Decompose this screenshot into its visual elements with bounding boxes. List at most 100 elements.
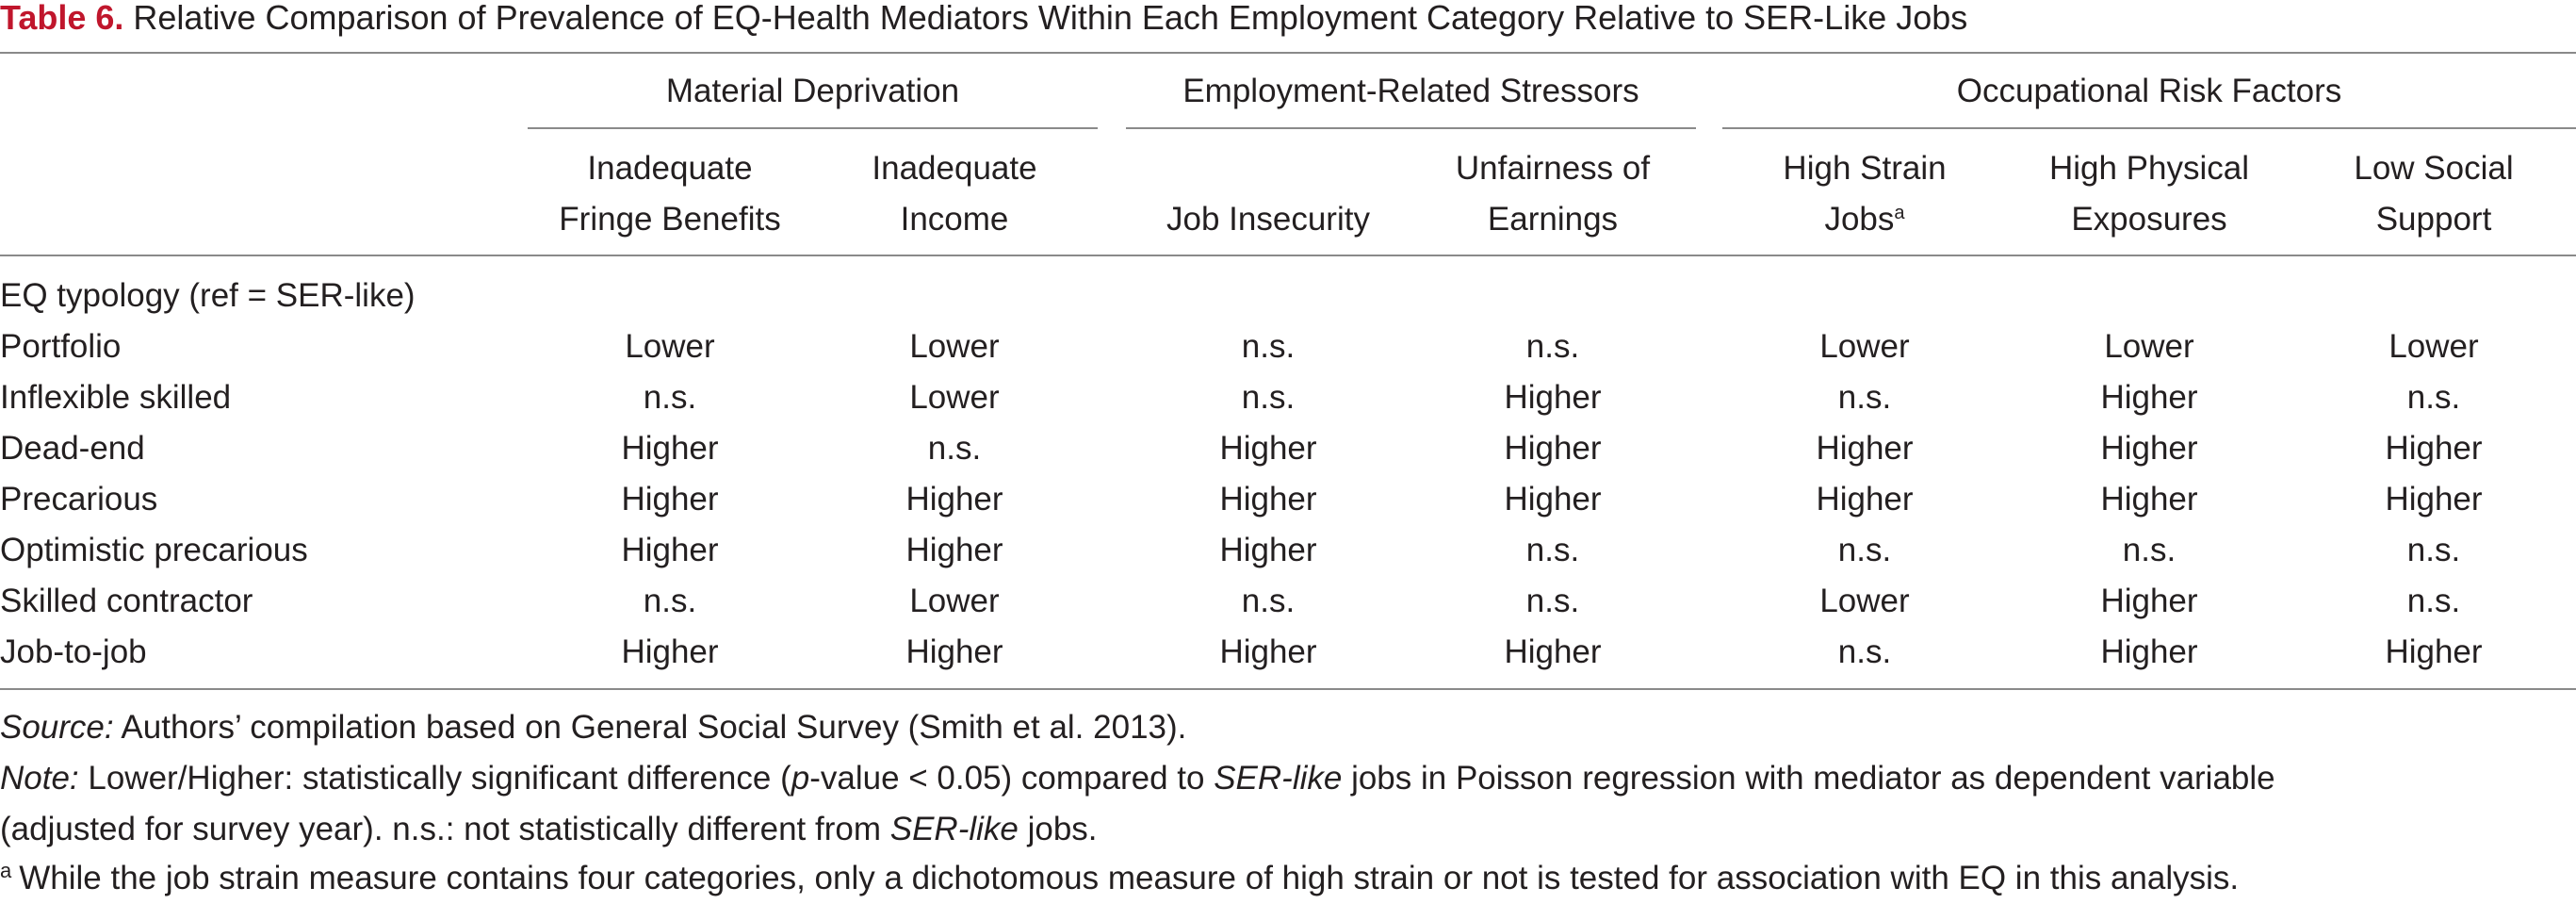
note-ser-like: SER-like — [1214, 760, 1343, 797]
table-caption: Table 6. Relative Comparison of Prevalen… — [0, 0, 2576, 36]
table-cell: Higher — [1219, 532, 1317, 568]
note-text: jobs. — [1018, 811, 1098, 847]
bottom-rule — [0, 688, 2576, 690]
column-header-line1: Unfairness of — [1455, 150, 1651, 187]
table-cell: Higher — [1219, 430, 1317, 467]
table-cell: n.s. — [2406, 583, 2461, 619]
row-label: Optimistic precarious — [0, 532, 308, 568]
table-cell: Higher — [621, 481, 719, 518]
table-cell: n.s. — [1525, 583, 1580, 619]
group-header-material-deprivation: Material Deprivation — [665, 73, 960, 109]
table-cell: n.s. — [1837, 379, 1892, 416]
column-header-line1: High Physical — [2048, 150, 2250, 187]
column-header-line2: Earnings — [1487, 201, 1619, 238]
table-cell: n.s. — [2406, 532, 2461, 568]
note-text: jobs in Poisson regression with mediator… — [1342, 760, 2275, 797]
table-cell: n.s. — [1837, 532, 1892, 568]
group-rule-material — [528, 127, 1098, 129]
note-text: Lower/Higher: statistically significant … — [78, 760, 791, 797]
column-header-line1 — [1126, 143, 1410, 194]
row-label: Precarious — [0, 481, 158, 518]
note-line-2: (adjusted for survey year). n.s.: not st… — [0, 804, 1098, 855]
top-rule — [0, 52, 2576, 54]
table-cell: Higher — [905, 481, 1003, 518]
note-ser-like: SER-like — [889, 811, 1019, 847]
header-rule — [0, 255, 2576, 256]
table-cell: Higher — [2100, 583, 2198, 619]
note-text: -value < 0.05) compared to — [809, 760, 1215, 797]
row-label: Skilled contractor — [0, 583, 253, 619]
column-header-line1: Inadequate — [872, 150, 1037, 187]
table-cell: Lower — [1819, 583, 1910, 619]
table-cell: n.s. — [2406, 379, 2461, 416]
table-cell: n.s. — [2122, 532, 2177, 568]
table-cell: Lower — [909, 583, 1000, 619]
column-header-unfairness-earnings: Unfairness of Earnings — [1410, 143, 1695, 245]
table-cell: Higher — [1816, 481, 1914, 518]
table-cell: Higher — [621, 532, 719, 568]
table-cell: n.s. — [1241, 328, 1296, 365]
table-cell: n.s. — [1241, 583, 1296, 619]
column-header-line2-text: Jobs — [1824, 201, 1895, 238]
table-cell: Higher — [1504, 633, 1602, 670]
column-header-line2: Job Insecurity — [1166, 201, 1370, 238]
table-cell: Higher — [2385, 481, 2483, 518]
table-cell: Lower — [1819, 328, 1910, 365]
table-cell: Higher — [2100, 633, 2198, 670]
column-header-line2: Income — [900, 201, 1009, 238]
column-header-high-strain: High Strain Jobsa — [1722, 143, 2007, 245]
table-cell: n.s. — [643, 379, 697, 416]
table-cell: Higher — [1504, 379, 1602, 416]
table-label: Table 6. — [0, 0, 124, 37]
table-cell: n.s. — [1241, 379, 1296, 416]
table-cell: Lower — [909, 379, 1000, 416]
table-cell: Higher — [905, 633, 1003, 670]
table-cell: n.s. — [1837, 633, 1892, 670]
note-label: Note: — [0, 760, 79, 797]
column-header-line1: Low Social — [2354, 150, 2514, 187]
row-label: Job-to-job — [0, 633, 147, 670]
table-cell: Higher — [2100, 379, 2198, 416]
table-cell: Higher — [621, 430, 719, 467]
column-header-line2: Jobsa — [1722, 194, 2007, 245]
note-line-1: Note: Lower/Higher: statistically signif… — [0, 753, 2275, 804]
table-cell: Higher — [1219, 633, 1317, 670]
table-cell: Higher — [905, 532, 1003, 568]
table-cell: n.s. — [1525, 328, 1580, 365]
column-header-line2: Fringe Benefits — [559, 201, 781, 238]
table-cell: Higher — [2385, 633, 2483, 670]
table-cell: Higher — [2100, 481, 2198, 518]
footnote-mark: a — [0, 859, 12, 882]
group-header-employment-stressors: Employment-Related Stressors — [1182, 73, 1639, 109]
table-cell: n.s. — [1525, 532, 1580, 568]
section-label: EQ typology (ref = SER-like) — [0, 277, 416, 314]
source-label: Source: — [0, 709, 114, 746]
footnote-text: While the job strain measure contains fo… — [19, 860, 2240, 896]
table-cell: n.s. — [643, 583, 697, 619]
group-rule-employment — [1126, 127, 1696, 129]
column-header-line2: Exposures — [2071, 201, 2227, 238]
table-cell: Higher — [1504, 481, 1602, 518]
group-rule-occupational — [1722, 127, 2576, 129]
table-cell: Higher — [1816, 430, 1914, 467]
table-cell: Lower — [625, 328, 715, 365]
table-cell: Higher — [621, 633, 719, 670]
table-cell: Lower — [2389, 328, 2479, 365]
table-cell: Higher — [2100, 430, 2198, 467]
column-header-line1: High Strain — [1783, 150, 1947, 187]
column-header-income: Inadequate Income — [812, 143, 1097, 245]
table-cell: Higher — [2385, 430, 2483, 467]
column-header-line1: Inadequate — [587, 150, 753, 187]
source-note: Source: Authors’ compilation based on Ge… — [0, 702, 1186, 753]
column-header-line2: Support — [2375, 201, 2492, 238]
column-header-job-insecurity: Job Insecurity — [1126, 143, 1410, 245]
column-header-physical-exposures: High Physical Exposures — [2007, 143, 2291, 245]
column-header-social-support: Low Social Support — [2291, 143, 2576, 245]
row-label: Portfolio — [0, 328, 122, 365]
table-cell: Higher — [1504, 430, 1602, 467]
table-cell: Lower — [2104, 328, 2194, 365]
row-label: Dead-end — [0, 430, 145, 467]
note-p: p — [791, 760, 810, 797]
group-header-occupational-risk: Occupational Risk Factors — [1956, 73, 2342, 109]
